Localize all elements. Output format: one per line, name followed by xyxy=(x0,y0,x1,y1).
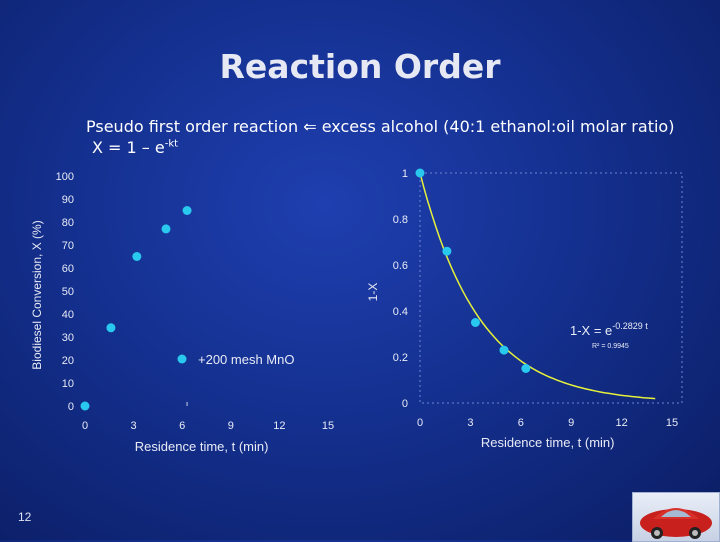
x-tick-label: 3 xyxy=(467,417,473,429)
x-tick-label: 9 xyxy=(568,417,574,429)
y-tick-label: 50 xyxy=(62,286,74,298)
y-tick-label: 70 xyxy=(62,240,74,252)
data-point xyxy=(182,206,192,215)
y-tick-label: 0 xyxy=(68,401,74,413)
y-axis-label: 1-X xyxy=(366,283,380,302)
plot-area-border xyxy=(419,172,683,404)
y-tick-label: 0 xyxy=(402,398,408,410)
y-tick-label: 1 xyxy=(402,168,408,180)
y-tick-label: 100 xyxy=(56,171,74,183)
subtitle-equation: X = 1 – e xyxy=(92,138,165,157)
y-tick-label: 90 xyxy=(62,194,74,206)
fit-equation-exponent: -0.2829 t xyxy=(612,321,648,331)
x-axis-label: Residence time, t (min) xyxy=(135,439,269,454)
x-tick-label: 6 xyxy=(518,417,524,429)
fit-equation: 1-X = e-0.2829 t xyxy=(570,321,648,338)
data-point xyxy=(470,318,480,327)
legend-marker xyxy=(177,354,187,364)
y-tick-label: 0.2 xyxy=(393,352,408,364)
x-tick-label: 15 xyxy=(666,417,678,429)
fit-curve xyxy=(419,172,656,400)
data-point xyxy=(521,364,531,373)
y-tick-label: 30 xyxy=(62,332,74,344)
page-number: 12 xyxy=(18,510,32,524)
y-axis-label: Biodiesel Conversion, X (%) xyxy=(30,220,44,369)
x-tick-label: 12 xyxy=(273,420,285,432)
x-tick-label: 6 xyxy=(179,420,185,432)
fit-equation-base: 1-X = e xyxy=(570,323,612,338)
y-tick-label: 0.4 xyxy=(393,306,408,318)
x-tick-label: 0 xyxy=(417,417,423,429)
car-icon xyxy=(640,508,712,539)
car-image xyxy=(632,492,720,542)
data-point xyxy=(499,345,509,355)
data-point xyxy=(106,323,116,333)
data-point xyxy=(132,252,142,261)
conversion-chart: 0 10 20 30 40 50 60 70 80 90 100 0 3 6 9 12 15 Biodiesel … xyxy=(30,171,334,454)
x-tick-label: 12 xyxy=(615,417,627,429)
slide-title: Reaction Order xyxy=(219,47,501,86)
y-tick-label: 0.8 xyxy=(393,214,408,226)
y-tick-label: 10 xyxy=(62,378,74,390)
y-tick-label: 40 xyxy=(62,309,74,321)
y-tick-label: 80 xyxy=(62,217,74,229)
x-tick-label: 15 xyxy=(322,420,334,432)
slide-subtitle-line1: Pseudo first order reaction ⇐ excess alc… xyxy=(86,117,675,136)
data-point xyxy=(80,401,90,411)
x-axis-label: Residence time, t (min) xyxy=(481,435,615,450)
fit-r-squared: R² = 0.9945 xyxy=(592,343,629,350)
y-tick-label: 0.6 xyxy=(393,260,408,272)
x-tick-label: 3 xyxy=(131,420,137,432)
one-minus-x-chart: 0 0.2 0.4 0.6 0.8 1 0 3 6 9 12 15 1-X Residence time,… xyxy=(366,168,683,450)
data-point xyxy=(415,168,425,178)
slide-subtitle-line2: X = 1 – e-kt xyxy=(92,138,178,157)
data-point xyxy=(442,246,452,256)
data-point xyxy=(161,224,171,234)
legend-label: +200 mesh MnO xyxy=(198,352,294,367)
x-tick-label: 0 xyxy=(82,420,88,432)
x-tick-label: 9 xyxy=(228,420,234,432)
subtitle-equation-exponent: -kt xyxy=(164,138,179,150)
y-tick-label: 20 xyxy=(62,355,74,367)
y-tick-label: 60 xyxy=(62,263,74,275)
